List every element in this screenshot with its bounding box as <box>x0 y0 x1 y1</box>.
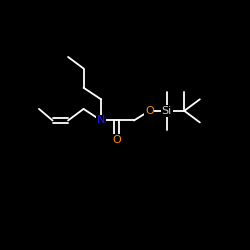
Text: O: O <box>112 135 121 145</box>
Text: N: N <box>97 116 105 126</box>
Text: Si: Si <box>162 106 172 116</box>
Text: O: O <box>145 106 154 116</box>
